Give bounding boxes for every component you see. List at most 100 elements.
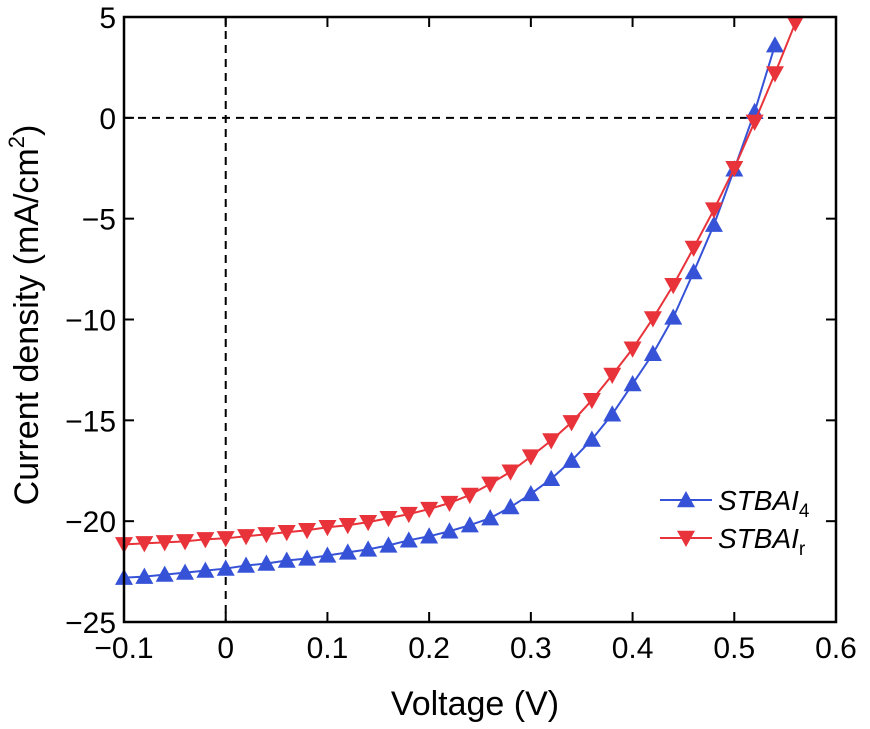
data-point [196, 561, 215, 578]
data-point [440, 522, 459, 539]
data-point [155, 535, 174, 552]
data-point [237, 529, 256, 546]
data-point [216, 559, 235, 576]
data-point [745, 114, 764, 131]
y-axis-title-superscript: 2 [4, 136, 29, 148]
data-point [562, 451, 581, 468]
y-tick-label: −15 [65, 405, 116, 438]
series-line [123, 22, 797, 546]
data-point [176, 563, 195, 580]
data-point [176, 534, 195, 551]
x-tick-label: 0.4 [612, 632, 654, 665]
y-tick-label: −10 [65, 305, 116, 338]
y-axis-title-close: ) [8, 125, 46, 136]
data-point [765, 66, 784, 83]
data-point [521, 484, 540, 502]
legend-label-main: STBAI [718, 485, 799, 516]
data-point [643, 344, 662, 361]
y-axis-title: Current density (mA/cm2) [4, 125, 46, 506]
data-point [379, 536, 398, 553]
data-point [542, 469, 561, 487]
data-point [521, 449, 540, 466]
data-point [318, 546, 337, 563]
data-point [684, 240, 703, 257]
data-point [501, 498, 520, 515]
data-point [481, 509, 500, 526]
data-point [562, 415, 581, 432]
data-point [338, 543, 357, 560]
data-point [704, 215, 723, 232]
data-point [664, 278, 683, 295]
data-point [603, 367, 622, 384]
y-axis-title-main: Current density (mA/cm [8, 148, 46, 505]
legend-item: STBAI4 [660, 485, 810, 522]
data-point [338, 518, 357, 535]
data-point [460, 516, 479, 533]
series-layer [115, 15, 805, 585]
data-point [135, 536, 154, 553]
data-point [786, 15, 805, 33]
reference-lines [124, 17, 836, 622]
data-point [765, 36, 784, 53]
legend-label-subscript: r [799, 539, 806, 560]
y-tick-label: −20 [65, 506, 116, 539]
data-point [440, 495, 459, 513]
data-point [155, 565, 174, 582]
legend-label: STBAIr [718, 523, 806, 560]
x-tick-label: 0.5 [713, 632, 755, 665]
y-tick-labels: −25 −20 −15 −10 −5 0 5 [65, 2, 116, 640]
series-stbai-4 [115, 36, 784, 585]
data-point [542, 433, 561, 450]
data-point [257, 527, 276, 544]
data-point [664, 308, 683, 325]
data-point [277, 551, 296, 568]
plot-area [115, 15, 838, 624]
data-point [318, 520, 337, 537]
legend-label-subscript: 4 [799, 501, 810, 522]
data-point [216, 531, 235, 548]
data-point [277, 525, 296, 542]
data-point [725, 161, 744, 178]
legend-label-main: STBAI [718, 523, 799, 554]
legend-marker [677, 491, 695, 508]
x-tick-label: 0 [217, 632, 234, 665]
x-tick-label: 0.3 [510, 632, 552, 665]
data-point [196, 532, 215, 549]
legend-label: STBAI4 [718, 485, 810, 522]
x-tick-labels: −0.1 0 0.1 0.2 0.3 0.4 0.5 0.6 [94, 632, 856, 665]
data-point [237, 556, 256, 573]
x-tick-label: 0.6 [815, 632, 857, 665]
x-tick-label: 0.2 [408, 632, 450, 665]
axis-ticks [123, 16, 837, 623]
x-tick-label: 0.1 [307, 632, 349, 665]
data-point [379, 510, 398, 528]
data-point [684, 263, 703, 280]
data-point [481, 476, 500, 493]
data-point [623, 341, 642, 358]
data-point [399, 531, 418, 548]
data-point [643, 311, 662, 328]
data-point [420, 501, 439, 519]
x-axis-title: Voltage (V) [391, 685, 559, 723]
data-point [603, 405, 622, 422]
data-point [359, 540, 378, 557]
data-point [359, 514, 378, 532]
data-point [257, 554, 276, 571]
data-point [582, 430, 601, 447]
data-point [582, 392, 601, 410]
legend-item: STBAIr [660, 523, 806, 560]
y-tick-label: 0 [99, 103, 116, 136]
x-tick-label: −0.1 [94, 632, 153, 665]
y-tick-label: −5 [82, 204, 116, 237]
data-point [298, 549, 317, 566]
data-point [460, 487, 479, 504]
y-tick-label: 5 [99, 2, 116, 35]
series-stbai-r [115, 15, 805, 554]
data-point [298, 523, 317, 540]
data-point [501, 464, 520, 481]
y-tick-label: −25 [65, 607, 116, 640]
data-point [135, 567, 154, 584]
data-point [623, 375, 642, 392]
